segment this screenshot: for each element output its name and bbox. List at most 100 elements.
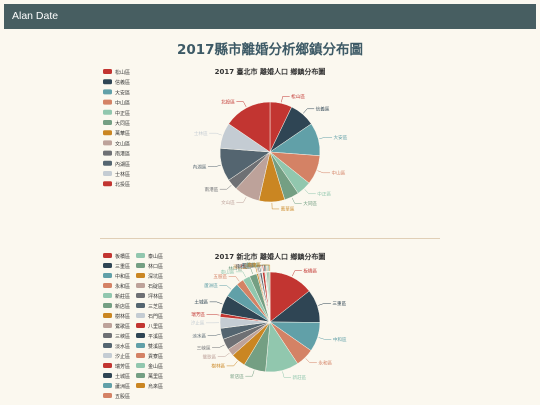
legend-label[interactable]: 泰山區 [148,253,163,260]
legend-label[interactable]: 林口區 [148,263,163,270]
slice-label-line [318,303,331,306]
legend-label[interactable]: 雙溪區 [148,343,163,350]
legend-swatch[interactable] [103,160,112,166]
legend-label[interactable]: 松山區 [115,69,130,76]
legend-swatch[interactable] [103,293,112,298]
legend-label[interactable]: 信義區 [115,79,130,86]
legend-label[interactable]: 新店區 [115,303,130,310]
legend-label[interactable]: 樹林區 [115,313,130,320]
legend-label[interactable]: 中山區 [115,100,130,107]
legend-swatch[interactable] [136,293,145,298]
legend-swatch[interactable] [103,253,112,258]
legend-swatch[interactable] [103,99,112,105]
legend-swatch[interactable] [103,333,112,338]
slice-label: 永和區 [318,359,332,366]
legend-label[interactable]: 永和區 [115,283,130,290]
slice-label-line [303,108,315,114]
legend-swatch[interactable] [136,343,145,348]
legend-swatch[interactable] [136,273,145,278]
legend-label[interactable]: 三峽區 [115,333,130,340]
legend-swatch[interactable] [136,383,145,388]
legend-swatch[interactable] [136,373,145,378]
legend-swatch[interactable] [136,313,145,318]
chart-title: 2017 新北市 離婚人口 鄉鎮分布圖 [215,252,326,261]
pie-slice[interactable] [228,101,271,153]
legend-swatch[interactable] [103,313,112,318]
slice-label-line [262,264,271,272]
navbar: Alan Date [4,4,536,29]
legend-label[interactable]: 烏來區 [148,383,163,390]
legend-swatch[interactable] [103,69,112,74]
legend-swatch[interactable] [103,171,112,176]
legend-swatch[interactable] [103,343,112,348]
legend-swatch[interactable] [103,303,112,308]
legend-label[interactable]: 淡水區 [115,343,130,350]
slice-label-line [209,132,222,136]
legend-label[interactable]: 三芝區 [148,303,163,310]
legend-label[interactable]: 大同區 [115,120,130,127]
legend-label[interactable]: 土城區 [115,373,130,380]
slice-label: 大安區 [334,134,348,141]
legend-swatch[interactable] [103,181,112,187]
legend-label[interactable]: 平溪區 [148,333,163,340]
legend-label[interactable]: 北投區 [115,181,130,188]
legend-label[interactable]: 中和區 [115,273,130,280]
legend-swatch[interactable] [103,283,112,288]
legend-swatch[interactable] [103,363,112,368]
navbar-brand[interactable]: Alan Date [12,10,59,22]
legend-swatch[interactable] [103,373,112,378]
legend-label[interactable]: 石碇區 [148,283,163,290]
legend-swatch[interactable] [103,130,112,136]
legend-label[interactable]: 石門區 [148,314,163,320]
legend-label[interactable]: 坪林區 [148,293,163,300]
legend-label[interactable]: 深坑區 [148,273,163,280]
legend-label[interactable]: 瑞芳區 [115,363,130,370]
legend-label[interactable]: 萬里區 [148,373,163,380]
legend-swatch[interactable] [103,353,112,358]
slice-label-line [292,270,302,277]
legend-swatch[interactable] [136,353,145,358]
legend-swatch[interactable] [136,323,145,328]
legend-label[interactable]: 金山區 [148,363,163,370]
legend-swatch[interactable] [136,333,145,338]
legend-label[interactable]: 蘆洲區 [115,383,130,390]
legend-swatch[interactable] [103,150,112,156]
slice-label: 平溪區 [242,262,256,269]
legend-swatch[interactable] [136,303,145,308]
legend-label[interactable]: 新莊區 [115,293,130,300]
legend-swatch[interactable] [103,89,112,95]
legend-swatch[interactable] [136,283,145,288]
legend-label[interactable]: 板橋區 [115,253,130,260]
legend-label[interactable]: 內湖區 [115,161,130,168]
legend-swatch[interactable] [103,109,112,115]
legend-label[interactable]: 萬華區 [115,130,130,137]
slice-label-line [245,370,255,377]
legend-swatch[interactable] [103,273,112,278]
legend-label[interactable]: 三重區 [115,263,130,270]
legend-swatch[interactable] [136,363,145,368]
legend-swatch[interactable] [103,79,112,85]
legend-swatch[interactable] [103,263,112,268]
slice-label-line [207,333,221,336]
legend-label[interactable]: 八里區 [148,324,163,330]
legend-swatch[interactable] [103,393,112,398]
legend-label[interactable]: 中正區 [115,110,130,117]
legend-swatch[interactable] [103,383,112,388]
legend-label[interactable]: 貢寮區 [148,353,163,360]
slice-label-line [228,276,240,282]
legend-swatch[interactable] [103,120,112,125]
legend-swatch[interactable] [103,140,112,146]
legend-label[interactable]: 大安區 [115,89,130,96]
slice-label: 新店區 [230,373,244,380]
slice-label-line [281,96,290,103]
slice-label-line [305,358,317,364]
legend-label[interactable]: 南港區 [115,151,130,158]
legend-label[interactable]: 汐止區 [115,353,130,360]
legend-label[interactable]: 鶯歌區 [115,323,130,330]
legend-swatch[interactable] [103,323,112,328]
legend-label[interactable]: 士林區 [115,171,130,178]
legend-label[interactable]: 文山區 [115,140,130,147]
legend-label[interactable]: 五股區 [115,394,130,400]
legend-swatch[interactable] [136,253,145,258]
legend-swatch[interactable] [136,263,145,268]
